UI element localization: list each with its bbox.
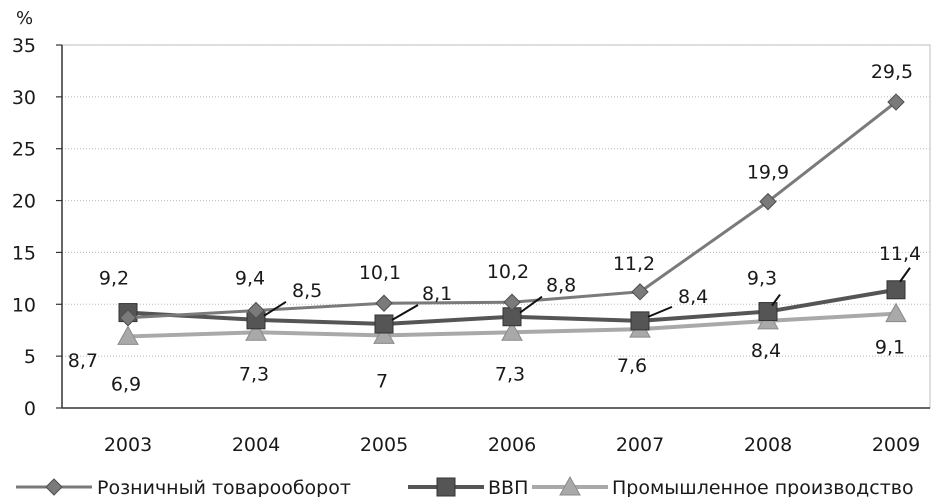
y-tick-label: 30: [12, 87, 36, 109]
data-label-industrial: 9,1: [875, 337, 905, 359]
x-axis-tick-labels: 2003 2004 2005 2006 2007 2008 2009: [104, 434, 920, 456]
data-label-gdp: 8,1: [422, 283, 452, 305]
data-label-leader: [899, 267, 911, 283]
data-label-retail: 9,4: [235, 268, 265, 290]
data-label-gdp: 9,2: [99, 268, 129, 290]
data-label-industrial: 7: [376, 370, 388, 392]
data-label-leader: [263, 300, 287, 317]
legend-label: Розничный товарооборот: [97, 477, 351, 497]
data-point-industrial: [885, 302, 907, 323]
legend: Розничный товарооборот ВВП Промышленное пр…: [16, 475, 914, 497]
series-gdp: [118, 280, 906, 334]
data-point-industrial: [373, 324, 395, 344]
data-point-gdp: [758, 302, 778, 322]
data-label-industrial: 8,4: [751, 340, 781, 362]
legend-label: Промышленное производство: [612, 477, 914, 497]
legend-swatch-marker: [436, 477, 456, 497]
data-label-industrial: 6,9: [111, 373, 141, 395]
data-label-industrial: 7,6: [617, 355, 647, 377]
x-tick-label: 2007: [616, 434, 664, 456]
data-point-gdp: [630, 311, 650, 331]
y-tick-label: 5: [24, 346, 36, 368]
data-label-retail: 29,5: [871, 61, 913, 83]
y-axis-tick-labels: 0 5 10 15 20 25 30 35: [12, 35, 36, 420]
data-label-retail: 10,2: [487, 261, 529, 283]
data-label-gdp: 8,4: [678, 286, 708, 308]
legend-label: ВВП: [488, 477, 528, 497]
y-axis-unit-label: %: [16, 8, 33, 29]
y-tick-label: 35: [12, 35, 36, 57]
y-tick-label: 15: [12, 242, 36, 264]
data-point-retail: [119, 309, 137, 327]
data-label-gdp: 8,8: [546, 275, 576, 297]
x-tick-label: 2005: [360, 434, 408, 456]
data-point-retail: [759, 192, 777, 211]
legend-swatch-marker: [45, 478, 63, 496]
data-label-gdp: 8,5: [292, 280, 322, 302]
data-point-gdp: [886, 280, 906, 300]
x-tick-label: 2009: [872, 434, 920, 456]
x-tick-label: 2003: [104, 434, 152, 456]
data-label-industrial: 7,3: [239, 363, 269, 385]
legend-item-industrial: Промышленное производство: [532, 475, 914, 497]
data-label-leader: [391, 304, 419, 321]
plot-area-frame: [61, 44, 931, 409]
data-label-retail: 8,7: [68, 350, 98, 372]
data-label-leader: [771, 293, 781, 307]
data-label-retail: 19,9: [747, 162, 789, 184]
data-label-retail: 11,2: [613, 253, 655, 275]
data-point-gdp: [374, 314, 394, 334]
x-tick-label: 2006: [488, 434, 536, 456]
x-tick-label: 2008: [744, 434, 792, 456]
data-point-retail: [375, 294, 393, 312]
legend-swatch-marker: [559, 475, 581, 496]
data-label-gdp: 9,3: [747, 268, 777, 290]
data-point-retail: [631, 283, 649, 301]
data-point-retail: [887, 93, 905, 111]
y-tick-label: 10: [12, 294, 36, 316]
data-point-retail: [247, 301, 265, 320]
data-label-retail: 10,1: [359, 262, 401, 284]
data-point-industrial: [501, 321, 523, 341]
series-retail: [119, 93, 905, 327]
data-label-leader: [519, 295, 543, 314]
data-label-industrial: 7,3: [495, 363, 525, 385]
y-tick-label: 20: [12, 191, 36, 213]
legend-item-retail: Розничный товарооборот: [16, 477, 351, 497]
x-tick-label: 2004: [232, 434, 280, 456]
gridlines: [62, 44, 930, 357]
data-labels: 8,7 9,4 10,1 10,2 11,2 19,9 29,5 9,2 8,5 8,1 8,8 8,…: [68, 61, 921, 395]
data-point-industrial: [245, 321, 267, 341]
data-label-gdp: 11,4: [879, 243, 921, 265]
y-tick-label: 0: [24, 398, 36, 420]
data-point-industrial: [117, 325, 139, 345]
data-label-leader: [647, 305, 673, 318]
data-point-retail: [503, 293, 521, 311]
y-tick-label: 25: [12, 139, 36, 161]
legend-item-gdp: ВВП: [408, 477, 528, 497]
